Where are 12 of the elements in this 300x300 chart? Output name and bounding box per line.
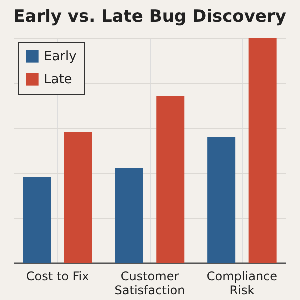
chart-title: Early vs. Late Bug Discovery — [14, 7, 286, 27]
bar — [248, 38, 277, 263]
bar — [23, 178, 52, 263]
legend-label: Late — [44, 72, 72, 88]
x-tick-label: Customer Satisfaction — [114, 270, 186, 298]
bar — [115, 168, 144, 263]
x-tick-label: Compliance Risk — [206, 270, 278, 298]
legend-label: Early — [44, 50, 78, 64]
x-tick-label: Cost to Fix — [26, 270, 90, 284]
bar — [64, 132, 92, 263]
bar — [156, 96, 185, 263]
bar — [208, 137, 236, 263]
